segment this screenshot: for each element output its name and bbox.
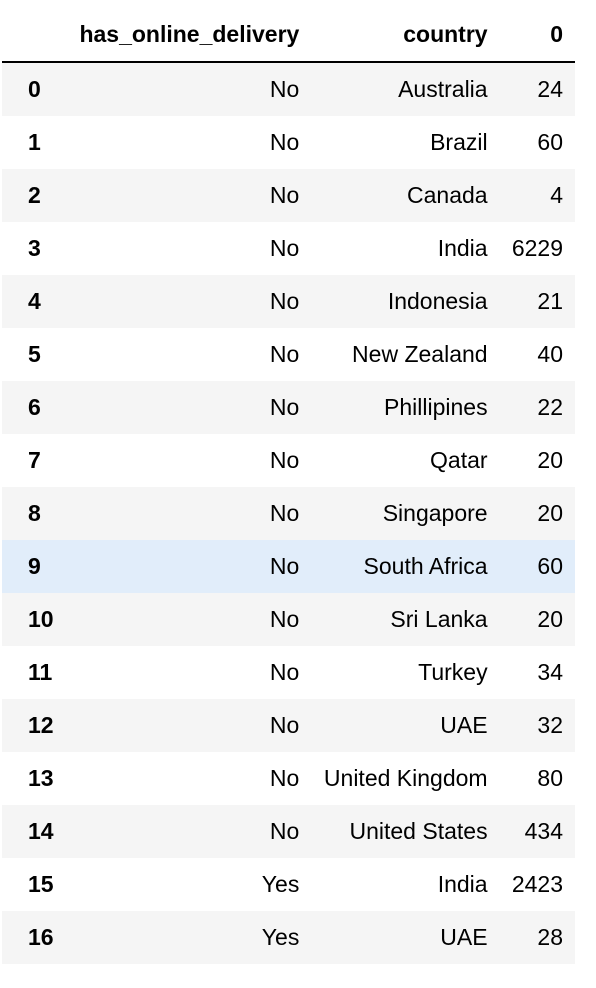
cell-has-online-delivery: No [269,341,300,367]
cell-country: New Zealand [352,341,488,367]
cell-has-online-delivery: No [269,394,300,420]
cell-count: 40 [537,341,563,367]
column-header-count: 0 [499,8,575,63]
row-index: 4 [28,288,41,314]
cell-has-online-delivery: No [269,182,300,208]
cell-has-online-delivery: No [269,288,300,314]
column-header-has-online-delivery: has_online_delivery [65,8,312,63]
row-index: 16 [28,924,54,950]
cell-has-online-delivery: No [269,712,300,738]
cell-has-online-delivery: Yes [261,924,300,950]
row-index: 15 [28,871,54,897]
row-index: 9 [28,553,41,579]
cell-country: Phillipines [384,394,488,420]
cell-country: United States [349,818,488,844]
cell-has-online-delivery: No [269,500,300,526]
table-row: 6 No Phillipines 22 [2,381,575,434]
cell-has-online-delivery: No [269,818,300,844]
row-index: 14 [28,818,54,844]
cell-count: 24 [537,76,563,102]
row-index: 0 [28,76,41,102]
table-row: 8 No Singapore 20 [2,487,575,540]
table-row: 12 No UAE 32 [2,699,575,752]
cell-count: 4 [550,182,563,208]
dataframe-table: has_online_delivery country 0 0 No Austral… [2,8,575,964]
table-header: has_online_delivery country 0 [2,8,575,63]
cell-count: 22 [537,394,563,420]
cell-country: Australia [398,76,488,102]
cell-country: Sri Lanka [390,606,488,632]
table-row: 4 No Indonesia 21 [2,275,575,328]
cell-has-online-delivery: No [269,659,300,685]
table-row: 3 No India 6229 [2,222,575,275]
header-row: has_online_delivery country 0 [2,8,575,63]
table-body: 0 No Australia 24 1 No Brazil 60 2 No Canada 4 3 No In… [2,62,575,964]
cell-country: Singapore [382,500,488,526]
table-row: 13 No United Kingdom 80 [2,752,575,805]
cell-has-online-delivery: No [269,76,300,102]
cell-count: 434 [524,818,563,844]
row-index: 11 [28,659,53,685]
cell-count: 32 [537,712,563,738]
cell-has-online-delivery: No [269,235,300,261]
table-row: 2 No Canada 4 [2,169,575,222]
cell-count: 60 [537,553,563,579]
cell-has-online-delivery: No [269,129,300,155]
cell-count: 20 [537,500,563,526]
table-row: 10 No Sri Lanka 20 [2,593,575,646]
cell-country: India [437,235,488,261]
cell-country: Brazil [430,129,488,155]
cell-country: South Africa [363,553,488,579]
table-row: 5 No New Zealand 40 [2,328,575,381]
row-index: 10 [28,606,54,632]
cell-count: 21 [537,288,563,314]
cell-has-online-delivery: No [269,606,300,632]
table-row: 0 No Australia 24 [2,62,575,116]
table-row: 15 Yes India 2423 [2,858,575,911]
cell-count: 34 [537,659,563,685]
table-row: 7 No Qatar 20 [2,434,575,487]
cell-country: Turkey [418,659,488,685]
cell-count: 60 [537,129,563,155]
index-column-header [2,8,66,63]
cell-has-online-delivery: No [269,447,300,473]
row-index: 6 [28,394,41,420]
row-index: 7 [28,447,41,473]
cell-country: Indonesia [387,288,488,314]
row-index: 8 [28,500,41,526]
cell-count: 6229 [511,235,563,261]
cell-has-online-delivery: No [269,765,300,791]
row-index: 12 [28,712,54,738]
cell-has-online-delivery: Yes [261,871,300,897]
row-index: 13 [28,765,54,791]
cell-country: United Kingdom [323,765,488,791]
cell-country: Canada [407,182,488,208]
cell-count: 2423 [511,871,563,897]
cell-country: India [437,871,488,897]
table-row: 9 No South Africa 60 [2,540,575,593]
cell-count: 28 [537,924,563,950]
row-index: 2 [28,182,41,208]
row-index: 5 [28,341,41,367]
cell-country: UAE [440,924,488,950]
cell-count: 20 [537,606,563,632]
cell-has-online-delivery: No [269,553,300,579]
row-index: 1 [28,129,41,155]
row-index: 3 [28,235,41,261]
cell-country: UAE [440,712,488,738]
table-row: 11 No Turkey 34 [2,646,575,699]
cell-count: 20 [537,447,563,473]
table-row: 14 No United States 434 [2,805,575,858]
cell-country: Qatar [430,447,488,473]
table-row: 16 Yes UAE 28 [2,911,575,964]
table-row: 1 No Brazil 60 [2,116,575,169]
cell-count: 80 [537,765,563,791]
column-header-country: country [311,8,500,63]
